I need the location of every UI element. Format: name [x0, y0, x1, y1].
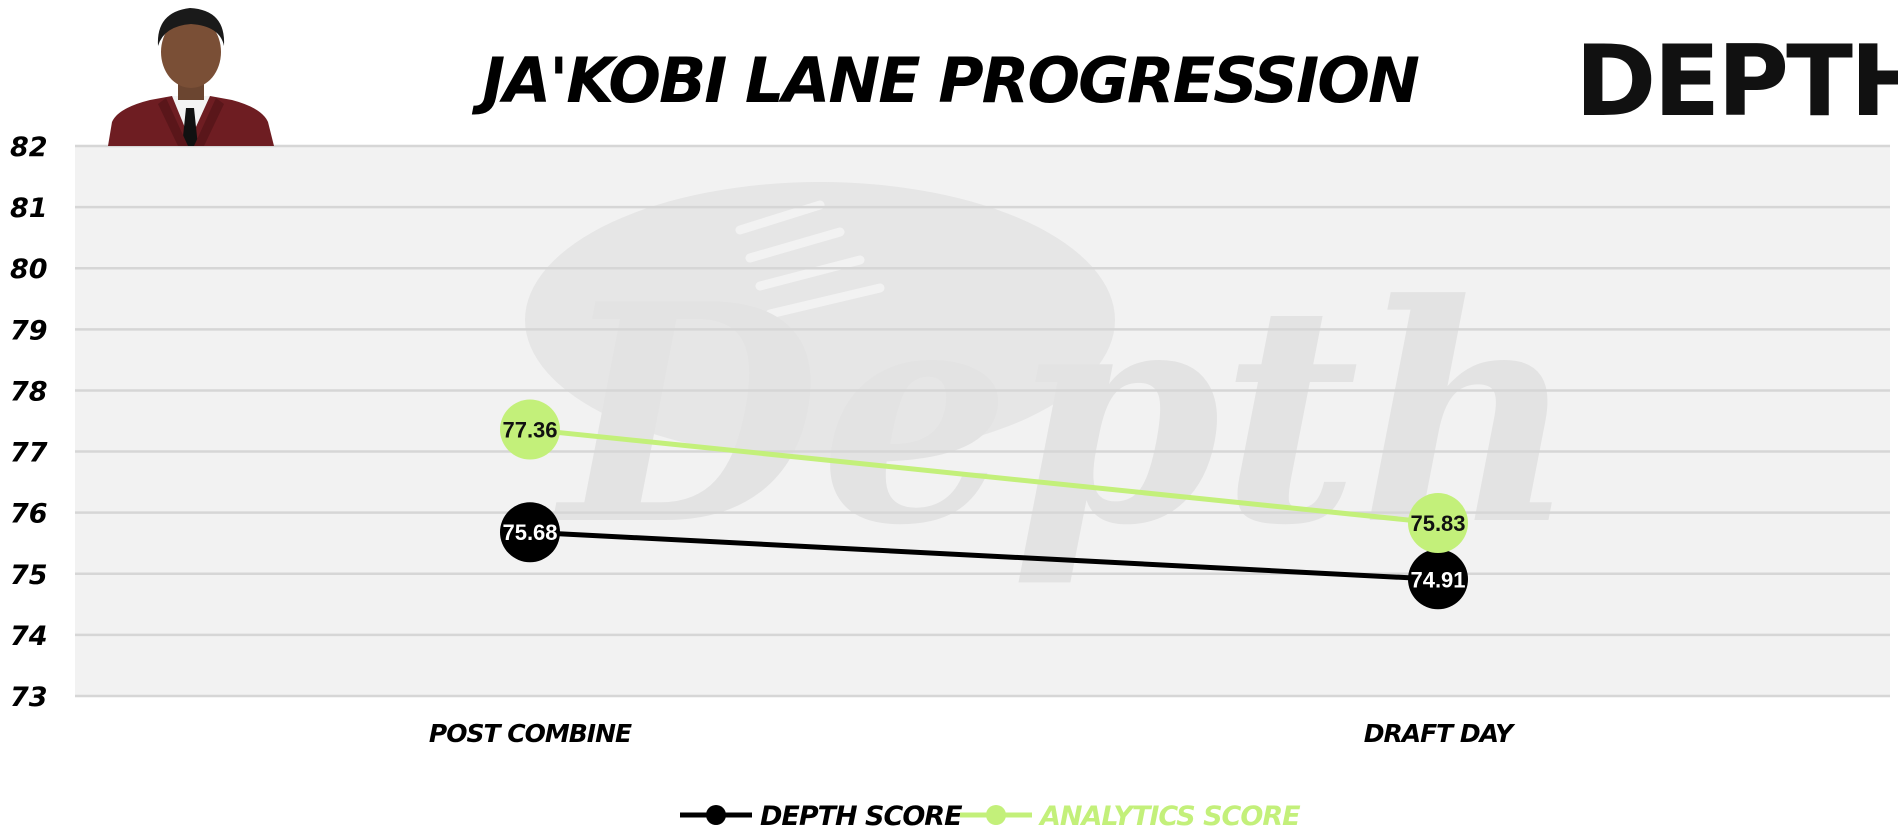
y-tick-label: 75	[10, 560, 48, 591]
grid	[75, 144, 1890, 698]
y-tick-label: 78	[10, 376, 48, 407]
y-tick-label: 82	[10, 132, 48, 163]
series-line-1	[529, 427, 1439, 526]
x-axis: POST COMBINE DRAFT DAY	[429, 719, 1517, 748]
watermark-logo-icon: Depth	[525, 182, 1577, 591]
series-layer: 75.68 74.91 77.36 75.83	[500, 399, 1468, 610]
legend-swatch-marker	[706, 805, 726, 825]
y-tick-label: 73	[10, 682, 48, 713]
data-label: 75.83	[1410, 511, 1465, 536]
y-tick-label: 81	[10, 193, 48, 224]
y-tick-label: 76	[10, 499, 48, 530]
player-headshot-icon	[108, 8, 274, 146]
legend-swatch-marker	[986, 805, 1006, 825]
data-label: 75.68	[502, 520, 557, 545]
legend: DEPTH SCORE ANALYTICS SCORE	[680, 801, 1302, 832]
legend-label: ANALYTICS SCORE	[1038, 801, 1301, 832]
svg-text:DEPTHU: DEPTHU	[1575, 25, 1898, 139]
x-tick-label: POST COMBINE	[429, 719, 632, 748]
data-label: 74.91	[1410, 567, 1465, 592]
brand-main-text: DEPTH	[1575, 25, 1898, 139]
series-line-0	[529, 529, 1439, 582]
chart-title: JA'KOBI LANE PROGRESSION	[471, 44, 1419, 117]
y-tick-label: 79	[10, 315, 48, 346]
y-tick-label: 80	[10, 254, 48, 285]
legend-label: DEPTH SCORE	[760, 801, 963, 832]
data-label: 77.36	[502, 418, 557, 443]
data-point	[1408, 493, 1468, 554]
y-tick-label: 74	[10, 621, 48, 652]
depthu-logo: DEPTHU	[1575, 25, 1898, 139]
y-axis: 73 74 75 76 77 78 79 80 81 82	[10, 132, 48, 713]
y-tick-label: 77	[10, 438, 48, 469]
watermark-text: Depth	[551, 238, 1578, 591]
x-tick-label: DRAFT DAY	[1364, 719, 1516, 748]
data-point	[500, 502, 560, 563]
data-point	[1408, 549, 1468, 610]
data-point	[500, 399, 560, 460]
